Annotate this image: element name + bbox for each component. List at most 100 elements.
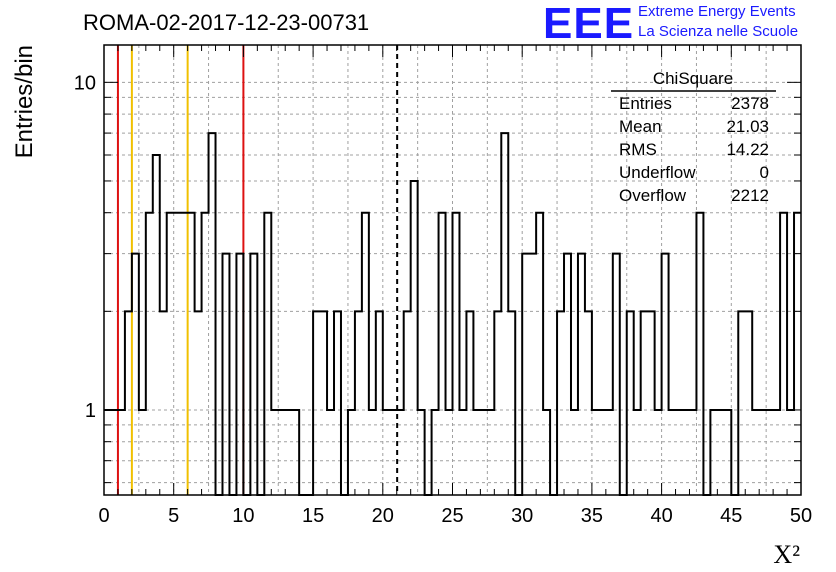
histogram-bin	[501, 133, 508, 495]
stats-label-entries: Entries	[619, 94, 672, 113]
histogram-bin	[696, 213, 703, 495]
histogram-bin	[669, 410, 676, 495]
histogram-bin	[710, 410, 717, 495]
histogram-bin	[313, 311, 320, 495]
histogram-bin	[773, 410, 780, 495]
histogram-bin	[285, 410, 292, 495]
histogram-bin	[473, 410, 480, 495]
histogram-bin	[453, 213, 460, 495]
x-axis-label: X²	[773, 540, 800, 569]
histogram-bin	[418, 410, 425, 495]
stats-value-rms: 14.22	[726, 140, 769, 159]
histogram-bin	[606, 410, 613, 495]
histogram-bin	[487, 410, 494, 495]
histogram-bin	[167, 213, 174, 495]
histogram-bin	[292, 410, 299, 495]
histogram-bin	[118, 410, 125, 495]
x-tick-label: 45	[720, 505, 742, 527]
histogram-bin	[522, 254, 529, 495]
histogram-bin	[543, 410, 550, 495]
histogram-bin	[787, 410, 794, 495]
histogram-bin	[334, 311, 341, 495]
histogram-bin	[536, 213, 543, 495]
histogram-bin	[683, 410, 690, 495]
histogram-bin	[362, 213, 369, 495]
histogram-bin	[662, 254, 669, 495]
histogram-bin	[592, 410, 599, 495]
histogram-bin	[689, 410, 696, 495]
x-tick-label: 40	[650, 505, 672, 527]
histogram-bin	[564, 254, 571, 495]
x-tick-label: 15	[302, 505, 324, 527]
histogram-bin	[348, 410, 355, 495]
histogram-bin	[271, 410, 278, 495]
histogram-bin	[411, 181, 418, 495]
histogram-bin	[780, 213, 787, 495]
histogram-bin	[222, 254, 229, 495]
histogram-bin	[529, 254, 536, 495]
histogram-bin	[250, 254, 257, 495]
histogram-bin	[188, 213, 195, 495]
histogram-bin	[139, 410, 146, 495]
histogram-bin	[578, 254, 585, 495]
histogram-series	[104, 132, 801, 496]
histogram-bin	[466, 311, 473, 495]
histogram-bin	[571, 410, 578, 495]
histogram-bin	[174, 213, 181, 495]
y-tick-label: 1	[85, 400, 96, 422]
logo-line-1: Extreme Energy Events	[638, 3, 796, 20]
chart-title: ROMA-02-2017-12-23-00731	[83, 10, 370, 35]
histogram-bin	[383, 410, 390, 495]
histogram-bin	[181, 213, 188, 495]
histogram-bin	[202, 213, 209, 495]
x-tick-label: 35	[581, 505, 603, 527]
stats-box-name: ChiSquare	[653, 69, 733, 88]
histogram-bin	[369, 410, 376, 495]
stats-value-mean: 21.03	[726, 117, 769, 136]
histogram-bin	[557, 311, 564, 495]
x-tick-label: 20	[372, 505, 394, 527]
x-tick-label: 5	[168, 505, 179, 527]
histogram-bin	[655, 410, 662, 495]
histogram-bin	[125, 311, 132, 495]
histogram-bin	[160, 311, 167, 495]
histogram-bin	[195, 311, 202, 495]
histogram-bin	[327, 410, 334, 495]
eee-logo: EEE	[543, 0, 635, 48]
histogram-bin	[153, 155, 160, 495]
x-tick-label: 10	[232, 505, 254, 527]
histogram-bin	[404, 311, 411, 495]
histogram-bin	[613, 254, 620, 495]
stats-label-underflow: Underflow	[619, 163, 696, 182]
x-tick-label: 30	[511, 505, 533, 527]
histogram-bin	[648, 311, 655, 495]
histogram-bin	[745, 311, 752, 495]
stats-value-entries: 2378	[731, 94, 769, 113]
histogram-bin	[627, 311, 634, 495]
histogram-bin	[738, 311, 745, 495]
histogram-bin	[766, 410, 773, 495]
histogram-bin	[459, 410, 466, 495]
histogram-bin	[641, 311, 648, 495]
histogram-bin	[355, 311, 362, 495]
histogram-bin	[508, 311, 515, 495]
histogram-bin	[599, 410, 606, 495]
histogram-bin	[432, 410, 439, 495]
stats-label-mean: Mean	[619, 117, 662, 136]
histogram-bin	[209, 133, 216, 495]
stats-label-rms: RMS	[619, 140, 657, 159]
x-tick-label: 50	[790, 505, 812, 527]
histogram-bin	[446, 410, 453, 495]
histogram-bin	[264, 213, 271, 495]
y-axis-label: Entries/bin	[11, 45, 38, 158]
y-tick-label: 10	[74, 72, 96, 94]
histogram-bin	[724, 410, 731, 495]
stats-value-overflow: 2212	[731, 186, 769, 205]
histogram-bin	[717, 410, 724, 495]
histogram-bin	[397, 410, 404, 495]
histogram-bin	[278, 410, 285, 495]
histogram-bin	[146, 213, 153, 495]
stats-value-underflow: 0	[760, 163, 769, 182]
x-tick-label: 0	[98, 505, 109, 527]
